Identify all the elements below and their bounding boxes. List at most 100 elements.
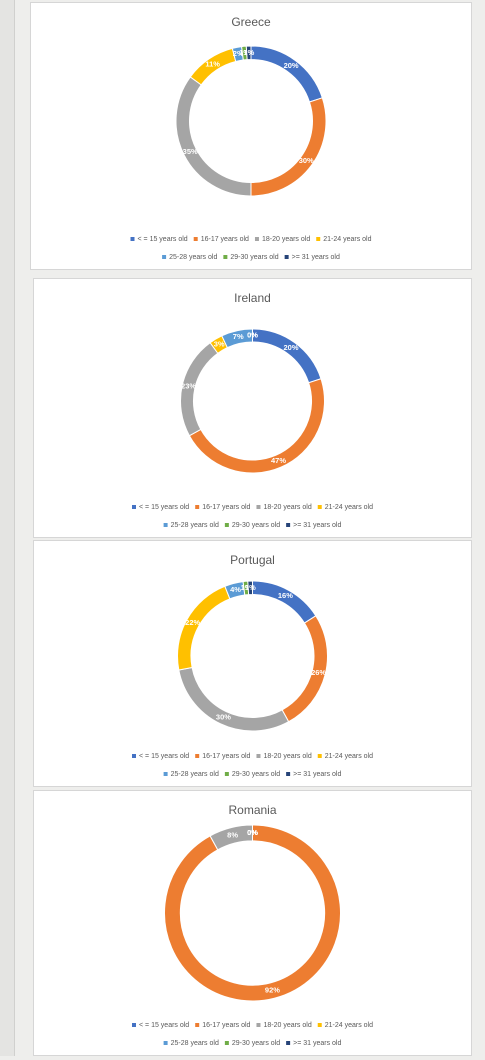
donut-slice — [209, 824, 253, 851]
data-label: 92% — [265, 986, 280, 995]
chart-panel: Portugal 16% 26% 30% 22% 4% 1% 1% < = 15 years o… — [33, 540, 472, 787]
chart-title: Portugal — [230, 553, 275, 567]
legend-swatch — [195, 754, 200, 758]
data-label: 7% — [233, 332, 244, 341]
legend-swatch — [256, 505, 261, 509]
legend-swatch — [223, 255, 228, 259]
data-label: 0% — [247, 330, 258, 339]
legend-swatch — [316, 237, 321, 241]
data-label: 30% — [216, 713, 231, 722]
chart-title: Ireland — [234, 291, 271, 305]
data-label: 8% — [227, 830, 238, 839]
donut-slice — [250, 45, 323, 103]
data-label: 1% — [241, 583, 252, 592]
data-label: 23% — [181, 382, 196, 391]
legend-label: 21-24 years old — [323, 236, 371, 243]
donut-slice — [175, 76, 252, 197]
data-label: 4% — [230, 585, 241, 594]
data-label: 22% — [185, 618, 200, 627]
legend-swatch — [284, 255, 289, 259]
legend-swatch — [286, 523, 291, 527]
donut-slice — [252, 328, 322, 384]
legend-swatch — [286, 1041, 291, 1045]
legend-label: 16-17 years old — [202, 1022, 250, 1029]
legend-swatch — [162, 255, 167, 259]
legend-label: 29-30 years old — [232, 1040, 280, 1047]
legend-swatch — [132, 505, 136, 509]
chart: Romania0%92%8%0%0%0%0%< = 15 years old16… — [132, 803, 373, 1047]
legend-swatch — [163, 1041, 168, 1045]
data-label: 1% — [239, 48, 250, 57]
legend-swatch — [132, 754, 136, 758]
chart-panel: Ireland 20% 47% 23% 3% 7% 0% 0% < = 15 years old… — [33, 278, 472, 538]
legend-label: 25-28 years old — [169, 254, 217, 261]
legend-label: < = 15 years old — [139, 1022, 189, 1029]
data-label: 11% — [205, 60, 220, 69]
legend-label: 18-20 years old — [263, 753, 311, 760]
legend-label: 16-17 years old — [201, 236, 249, 243]
legend-label: 29-30 years old — [232, 522, 280, 529]
legend-swatch — [163, 772, 168, 776]
legend-label: 18-20 years old — [263, 1022, 311, 1029]
legend-swatch — [195, 505, 200, 509]
chart-panel: Greece 20% 30% 35% 11% 2% 1% 1% < = 15 years old… — [30, 2, 472, 270]
chart: Greece 20% 30% 35% 11% 2%1%1% < = 15 years old… — [130, 15, 372, 261]
legend-label: 16-17 years old — [202, 504, 250, 511]
legend-label: 25-28 years old — [171, 1040, 219, 1047]
legend-swatch — [317, 1023, 322, 1027]
legend-swatch — [224, 772, 229, 776]
chart-panel: Romania0%92%8%0%0%0%0%< = 15 years old16… — [33, 790, 472, 1056]
legend-label: 18-20 years old — [262, 236, 310, 243]
legend-swatch — [317, 754, 322, 758]
legend-swatch — [130, 237, 135, 241]
legend-label: >= 31 years old — [292, 254, 340, 261]
legend-swatch — [132, 1023, 136, 1027]
donut-slice — [164, 824, 341, 1002]
legend-label: 25-28 years old — [171, 522, 219, 529]
legend-swatch — [224, 1041, 229, 1045]
legend-swatch — [254, 237, 259, 241]
donut-slice — [188, 378, 325, 474]
legend-label: < = 15 years old — [139, 753, 189, 760]
legend-swatch — [286, 772, 291, 776]
legend-swatch — [163, 523, 168, 527]
chart-title: Greece — [231, 15, 271, 29]
data-label: 0% — [247, 828, 258, 837]
donut-slice — [247, 580, 253, 596]
legend-label: 29-30 years old — [232, 771, 280, 778]
donut-slice — [245, 45, 252, 61]
legend-label: 29-30 years old — [230, 254, 278, 261]
data-label: 30% — [299, 156, 314, 165]
legend-label: >= 31 years old — [293, 1040, 341, 1047]
legend-label: 18-20 years old — [263, 504, 311, 511]
data-label: 1% — [245, 583, 256, 592]
data-label: 16% — [278, 591, 293, 600]
donut-slice — [177, 585, 231, 671]
legend-label: 21-24 years old — [325, 1022, 373, 1029]
data-label: 26% — [311, 668, 326, 677]
legend-label: 16-17 years old — [202, 753, 250, 760]
donut-slice — [252, 580, 317, 624]
data-label: 2% — [233, 49, 244, 58]
page-margin — [0, 0, 15, 1056]
legend-label: < = 15 years old — [139, 504, 189, 511]
legend-swatch — [193, 237, 198, 241]
legend-label: >= 31 years old — [293, 771, 341, 778]
legend-label: 21-24 years old — [325, 753, 373, 760]
legend-swatch — [256, 1023, 261, 1027]
legend-swatch — [224, 523, 229, 527]
legend-swatch — [195, 1023, 200, 1027]
data-label: 47% — [271, 456, 286, 465]
data-label: 20% — [284, 343, 299, 352]
chart-title: Romania — [228, 803, 276, 817]
legend-label: >= 31 years old — [293, 522, 341, 529]
data-label: 3% — [214, 340, 225, 349]
donut-slice — [178, 666, 290, 732]
legend-label: 21-24 years old — [325, 504, 373, 511]
legend-label: < = 15 years old — [138, 236, 188, 243]
donut-slice — [250, 97, 327, 197]
legend-label: 25-28 years old — [171, 771, 219, 778]
